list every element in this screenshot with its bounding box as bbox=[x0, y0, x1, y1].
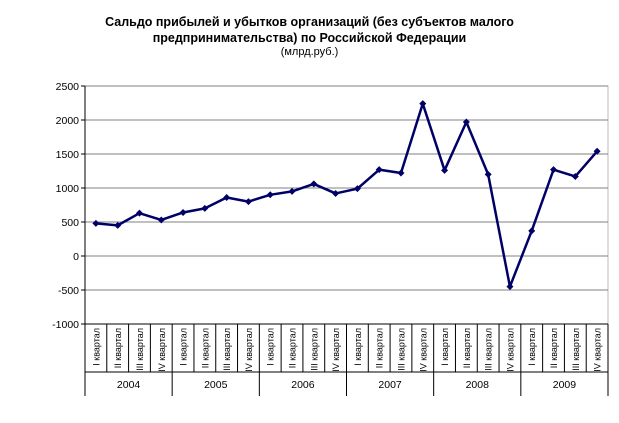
data-point bbox=[135, 209, 143, 217]
data-point bbox=[223, 194, 231, 202]
x-tick-label: I квартал bbox=[353, 328, 363, 366]
year-label: 2009 bbox=[553, 379, 577, 391]
y-tick-label: 500 bbox=[61, 217, 79, 229]
data-point bbox=[593, 147, 601, 155]
data-point bbox=[571, 172, 579, 180]
y-tick-label: 1000 bbox=[56, 183, 80, 195]
x-tick-label: I квартал bbox=[91, 328, 101, 366]
data-point bbox=[528, 227, 536, 235]
data-point bbox=[114, 221, 122, 229]
x-tick-label: II квартал bbox=[113, 328, 123, 368]
y-tick-label: -500 bbox=[58, 285, 79, 297]
x-tick-label: II квартал bbox=[462, 328, 472, 368]
data-point bbox=[288, 187, 296, 195]
data-point bbox=[506, 283, 514, 291]
data-point bbox=[353, 185, 361, 193]
data-point bbox=[201, 204, 209, 212]
data-point bbox=[179, 208, 187, 216]
x-tick-label: III квартал bbox=[135, 328, 145, 371]
data-point bbox=[92, 219, 100, 227]
x-tick-label: I квартал bbox=[527, 328, 537, 366]
year-label: 2004 bbox=[117, 379, 141, 391]
data-point bbox=[375, 166, 383, 174]
x-tick-label: II квартал bbox=[200, 328, 210, 368]
data-point bbox=[332, 189, 340, 197]
data-point bbox=[550, 166, 558, 174]
chart-title: Сальдо прибылей и убытков организаций (б… bbox=[105, 15, 514, 29]
data-point bbox=[397, 169, 405, 177]
data-point bbox=[266, 191, 274, 199]
data-point bbox=[244, 198, 252, 206]
x-tick-label: III квартал bbox=[571, 328, 581, 371]
series-line bbox=[95, 102, 599, 288]
x-tick-label: II квартал bbox=[375, 328, 385, 368]
chart-title-line2: предпринимательства) по Российской Федер… bbox=[152, 31, 467, 45]
x-tick-label: III квартал bbox=[396, 328, 406, 371]
x-tick-label: I квартал bbox=[179, 328, 189, 366]
chart-subtitle: (млрд.руб.) bbox=[280, 46, 339, 58]
x-tick-label: II квартал bbox=[288, 328, 298, 368]
plot-border bbox=[84, 85, 609, 325]
y-tick-label: -1000 bbox=[52, 319, 79, 331]
y-tick-label: 1500 bbox=[56, 149, 80, 161]
year-label: 2008 bbox=[466, 379, 490, 391]
data-point bbox=[419, 100, 427, 108]
year-label: 2007 bbox=[378, 379, 402, 391]
x-tick-label: IV квартал bbox=[157, 328, 167, 372]
x-tick-label: IV квартал bbox=[505, 328, 515, 372]
y-tick-label: 2000 bbox=[56, 115, 80, 127]
data-point bbox=[441, 166, 449, 174]
x-tick-label: IV квартал bbox=[593, 328, 603, 372]
y-tick-label: 2500 bbox=[56, 81, 80, 93]
x-tick-label: IV квартал bbox=[244, 328, 254, 372]
data-point bbox=[462, 118, 470, 126]
x-tick-label: I квартал bbox=[266, 328, 276, 366]
x-tick-label: III квартал bbox=[222, 328, 232, 371]
data-point bbox=[484, 170, 492, 178]
y-tick-label: 0 bbox=[73, 251, 79, 263]
x-tick-label: III квартал bbox=[309, 328, 319, 371]
x-tick-label: I квартал bbox=[440, 328, 450, 366]
data-point bbox=[157, 216, 165, 224]
year-label: 2005 bbox=[204, 379, 228, 391]
x-tick-label: II квартал bbox=[549, 328, 559, 368]
year-label: 2006 bbox=[291, 379, 315, 391]
data-point bbox=[310, 180, 318, 188]
x-tick-label: IV квартал bbox=[331, 328, 341, 372]
x-tick-label: III квартал bbox=[484, 328, 494, 371]
x-tick-label: IV квартал bbox=[418, 328, 428, 372]
